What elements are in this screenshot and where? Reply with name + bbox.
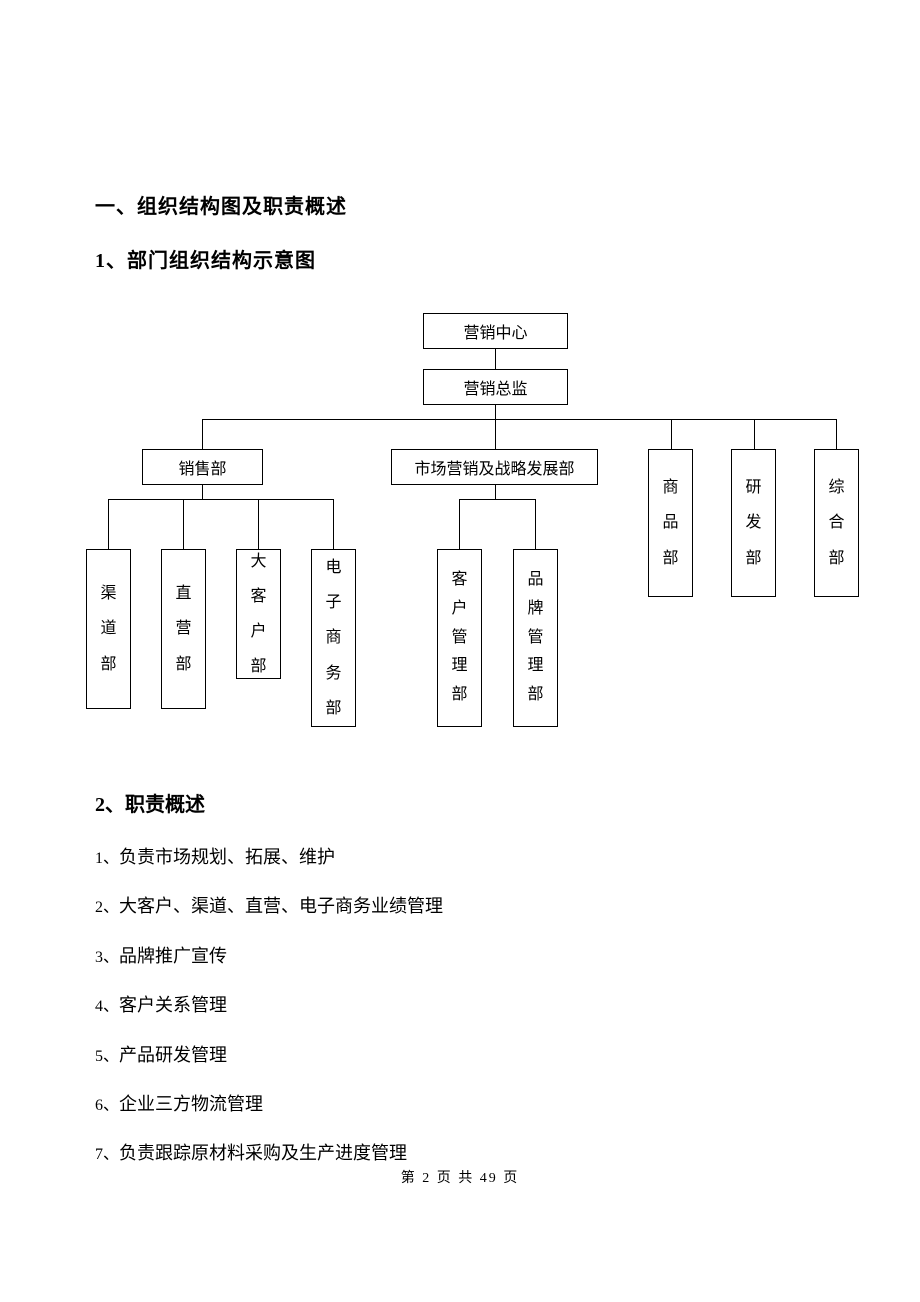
org-node-marketing: 市场营销及战略发展部: [391, 449, 598, 485]
page-footer: 第 2 页 共 49 页: [0, 1167, 920, 1187]
connector: [108, 499, 109, 549]
connector: [495, 349, 496, 369]
connector: [754, 419, 755, 449]
connector: [202, 419, 836, 420]
connector: [495, 485, 496, 499]
section-1a-heading: 1、部门组织结构示意图: [95, 244, 825, 273]
org-node-bigcust: 大客户部: [236, 549, 281, 679]
org-node-brand: 品牌管理部: [513, 549, 558, 727]
org-node-director: 营销总监: [423, 369, 568, 405]
section-1b-heading: 2、职责概述: [95, 788, 825, 817]
connector: [535, 499, 536, 549]
connector: [258, 499, 259, 549]
connector: [333, 499, 334, 549]
org-chart: 营销中心 营销总监 销售部 市场营销及战略发展部 商品部 研发部 综合部 渠道部: [95, 313, 825, 743]
org-node-general: 综合部: [814, 449, 859, 597]
connector: [459, 499, 535, 500]
connector: [459, 499, 460, 549]
connector: [671, 419, 672, 449]
org-node-ecom: 电子商务部: [311, 549, 356, 727]
org-node-direct: 直营部: [161, 549, 206, 709]
resp-item: 7、负责跟踪原材料采购及生产进度管理: [95, 1141, 825, 1166]
responsibilities-list: 1、负责市场规划、拓展、维护 2、大客户、渠道、直营、电子商务业绩管理 3、品牌…: [95, 845, 825, 1167]
org-node-custmgmt: 客户管理部: [437, 549, 482, 727]
connector: [108, 499, 333, 500]
connector: [495, 419, 496, 449]
connector: [202, 419, 203, 449]
resp-item: 1、负责市场规划、拓展、维护: [95, 845, 825, 870]
resp-item: 4、客户关系管理: [95, 993, 825, 1018]
section-1-heading: 一、组织结构图及职责概述: [95, 190, 825, 219]
org-node-product: 商品部: [648, 449, 693, 597]
org-node-channel: 渠道部: [86, 549, 131, 709]
connector: [495, 405, 496, 419]
connector: [183, 499, 184, 549]
org-node-rd: 研发部: [731, 449, 776, 597]
connector: [836, 419, 837, 449]
org-node-center: 营销中心: [423, 313, 568, 349]
resp-item: 5、产品研发管理: [95, 1043, 825, 1068]
resp-item: 2、大客户、渠道、直营、电子商务业绩管理: [95, 894, 825, 919]
resp-item: 6、企业三方物流管理: [95, 1092, 825, 1117]
resp-item: 3、品牌推广宣传: [95, 944, 825, 969]
org-node-sales: 销售部: [142, 449, 263, 485]
connector: [202, 485, 203, 499]
